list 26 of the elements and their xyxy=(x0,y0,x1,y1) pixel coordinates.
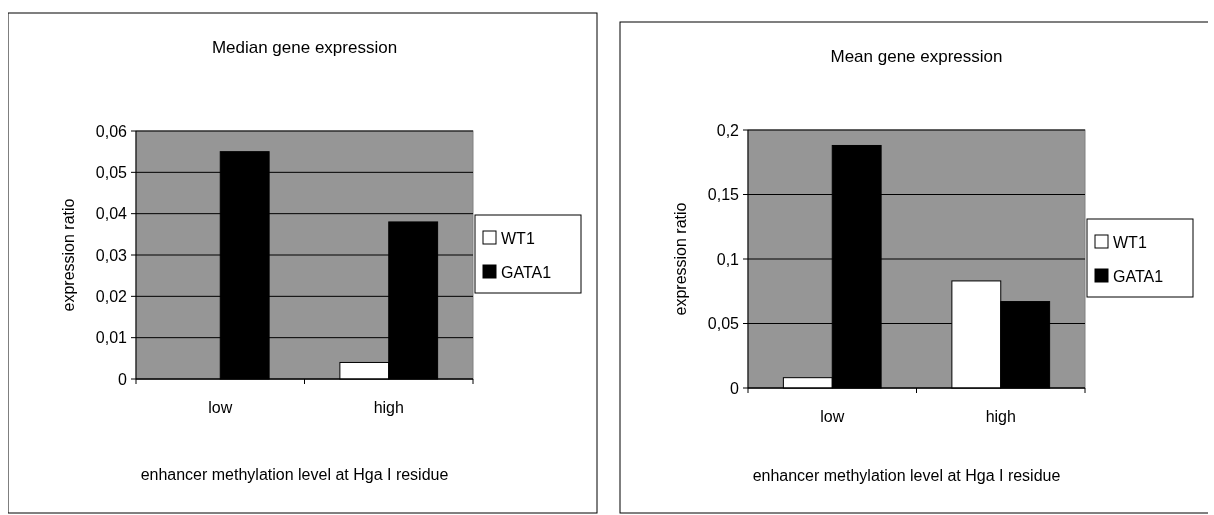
y-tick-label: 0,15 xyxy=(707,186,740,204)
y-tick-label: 0,05 xyxy=(707,315,740,333)
x-tick-label: low xyxy=(208,399,233,416)
legend-label: GATA1 xyxy=(501,263,552,281)
y-tick-label: 0,1 xyxy=(716,250,740,268)
y-tick-label: 0,05 xyxy=(95,163,128,181)
x-tick-label: low xyxy=(820,408,845,425)
x-tick-label: high xyxy=(985,408,1016,425)
chart-title: Mean gene expression xyxy=(830,47,1003,66)
y-tick-label: 0,2 xyxy=(716,121,740,139)
legend-label: WT1 xyxy=(501,229,535,247)
y-tick-label: 0,03 xyxy=(95,246,128,264)
y-tick-label: 0 xyxy=(730,379,740,397)
y-tick-label: 0,06 xyxy=(95,122,128,140)
chart-title: Median gene expression xyxy=(211,38,398,57)
y-tick-label: 0,01 xyxy=(95,329,128,347)
y-axis-title: expression ratio xyxy=(672,202,689,316)
y-axis-title: expression ratio xyxy=(60,198,77,312)
x-axis-title: enhancer methylation level at Hga I residue xyxy=(140,466,449,483)
y-tick-label: 0 xyxy=(118,370,128,388)
y-tick-label: 0,04 xyxy=(95,205,128,223)
x-tick-label: high xyxy=(373,399,404,416)
legend-label: GATA1 xyxy=(1113,267,1164,285)
y-tick-label: 0,02 xyxy=(95,287,128,305)
x-axis-title: enhancer methylation level at Hga I residue xyxy=(752,467,1061,484)
legend-label: WT1 xyxy=(1113,233,1147,251)
